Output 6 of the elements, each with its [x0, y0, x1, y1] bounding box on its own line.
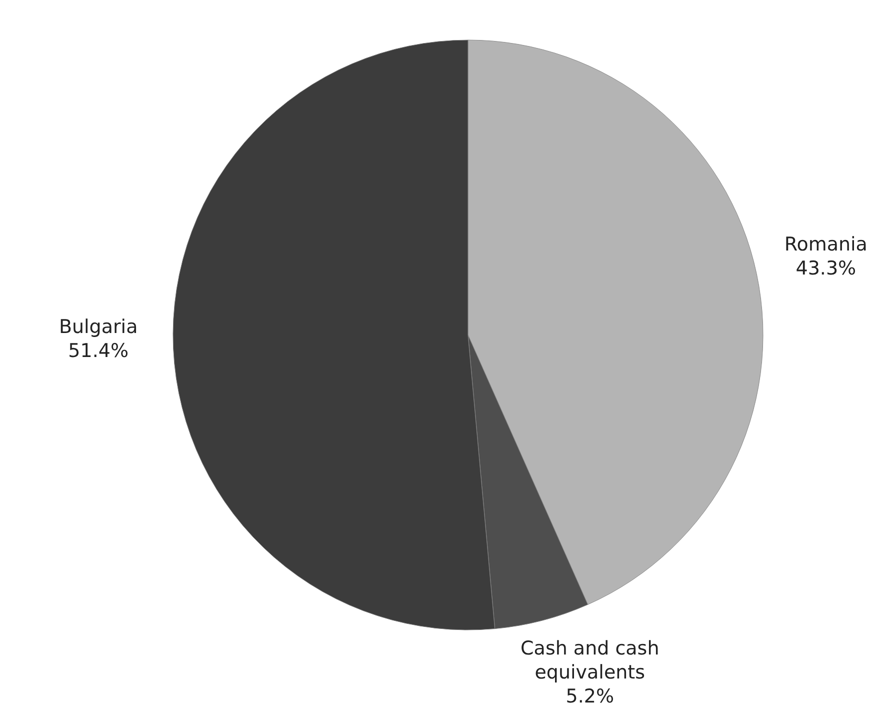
slice-label: Cash and cash equivalents: [520, 638, 660, 684]
data-label: 43.3%: [796, 258, 856, 280]
slice-label: Bulgaria: [58, 316, 138, 338]
slice-label: Romania: [784, 234, 868, 256]
data-label: 51.4%: [68, 340, 129, 362]
data-label: 5.2%: [566, 686, 614, 708]
